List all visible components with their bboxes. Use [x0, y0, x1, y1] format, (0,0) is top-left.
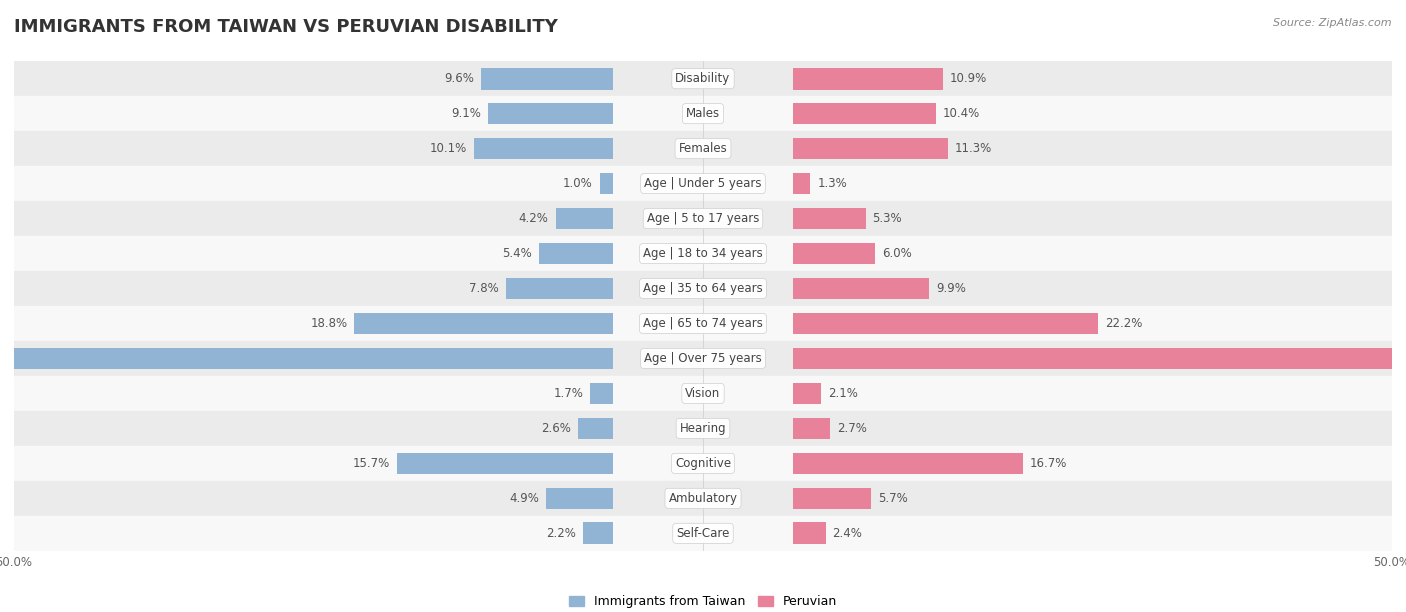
Text: Age | 65 to 74 years: Age | 65 to 74 years: [643, 317, 763, 330]
Bar: [14, 446, 1392, 481]
Text: 1.0%: 1.0%: [562, 177, 593, 190]
Text: 22.2%: 22.2%: [1105, 317, 1143, 330]
Text: 2.4%: 2.4%: [832, 527, 862, 540]
Bar: [14, 516, 1392, 551]
Bar: [793, 382, 821, 405]
Bar: [14, 61, 1392, 96]
Bar: [14, 271, 1392, 306]
Text: 10.9%: 10.9%: [949, 72, 987, 85]
Text: Age | 35 to 64 years: Age | 35 to 64 years: [643, 282, 763, 295]
Bar: [506, 278, 613, 299]
Bar: [0, 348, 613, 369]
Bar: [555, 207, 613, 230]
Text: Age | 18 to 34 years: Age | 18 to 34 years: [643, 247, 763, 260]
Bar: [591, 382, 613, 405]
Text: Age | 5 to 17 years: Age | 5 to 17 years: [647, 212, 759, 225]
Text: 5.3%: 5.3%: [873, 212, 903, 225]
Text: 7.8%: 7.8%: [470, 282, 499, 295]
Bar: [599, 173, 613, 195]
Text: 10.1%: 10.1%: [430, 142, 467, 155]
Bar: [14, 236, 1392, 271]
Bar: [793, 313, 1098, 334]
Bar: [474, 138, 613, 160]
Bar: [793, 103, 936, 124]
Text: 11.3%: 11.3%: [955, 142, 993, 155]
Bar: [538, 243, 613, 264]
Bar: [793, 173, 810, 195]
Bar: [14, 306, 1392, 341]
Text: 5.7%: 5.7%: [877, 492, 908, 505]
Bar: [793, 488, 872, 509]
Bar: [793, 348, 1406, 369]
Bar: [481, 68, 613, 89]
Bar: [793, 207, 866, 230]
Text: 6.0%: 6.0%: [882, 247, 912, 260]
Text: 4.2%: 4.2%: [519, 212, 548, 225]
Text: Males: Males: [686, 107, 720, 120]
Bar: [793, 417, 830, 439]
Bar: [793, 523, 825, 544]
Text: Ambulatory: Ambulatory: [668, 492, 738, 505]
Bar: [488, 103, 613, 124]
Text: 1.7%: 1.7%: [553, 387, 583, 400]
Text: IMMIGRANTS FROM TAIWAN VS PERUVIAN DISABILITY: IMMIGRANTS FROM TAIWAN VS PERUVIAN DISAB…: [14, 18, 558, 36]
Text: Age | Under 5 years: Age | Under 5 years: [644, 177, 762, 190]
Text: 2.7%: 2.7%: [837, 422, 866, 435]
Text: Hearing: Hearing: [679, 422, 727, 435]
Bar: [14, 376, 1392, 411]
Text: 9.6%: 9.6%: [444, 72, 474, 85]
Text: 2.1%: 2.1%: [828, 387, 858, 400]
Text: Females: Females: [679, 142, 727, 155]
Bar: [354, 313, 613, 334]
Text: 4.9%: 4.9%: [509, 492, 538, 505]
Text: 16.7%: 16.7%: [1029, 457, 1067, 470]
Text: Source: ZipAtlas.com: Source: ZipAtlas.com: [1274, 18, 1392, 28]
Bar: [578, 417, 613, 439]
Bar: [793, 243, 876, 264]
Bar: [793, 278, 929, 299]
Bar: [793, 452, 1022, 474]
Bar: [793, 138, 948, 160]
Text: Vision: Vision: [685, 387, 721, 400]
Text: 5.4%: 5.4%: [502, 247, 531, 260]
Text: Disability: Disability: [675, 72, 731, 85]
Legend: Immigrants from Taiwan, Peruvian: Immigrants from Taiwan, Peruvian: [569, 595, 837, 608]
Text: Cognitive: Cognitive: [675, 457, 731, 470]
Bar: [14, 96, 1392, 131]
Text: 1.3%: 1.3%: [817, 177, 846, 190]
Text: Self-Care: Self-Care: [676, 527, 730, 540]
Text: 18.8%: 18.8%: [311, 317, 347, 330]
Text: 15.7%: 15.7%: [353, 457, 391, 470]
Bar: [14, 166, 1392, 201]
Bar: [546, 488, 613, 509]
Text: Age | Over 75 years: Age | Over 75 years: [644, 352, 762, 365]
Bar: [14, 201, 1392, 236]
Bar: [793, 68, 943, 89]
Bar: [14, 341, 1392, 376]
Text: 9.1%: 9.1%: [451, 107, 481, 120]
Text: 2.2%: 2.2%: [547, 527, 576, 540]
Text: 9.9%: 9.9%: [936, 282, 966, 295]
Bar: [583, 523, 613, 544]
Bar: [396, 452, 613, 474]
Text: 2.6%: 2.6%: [541, 422, 571, 435]
Text: 10.4%: 10.4%: [943, 107, 980, 120]
Bar: [14, 481, 1392, 516]
Bar: [14, 131, 1392, 166]
Bar: [14, 411, 1392, 446]
